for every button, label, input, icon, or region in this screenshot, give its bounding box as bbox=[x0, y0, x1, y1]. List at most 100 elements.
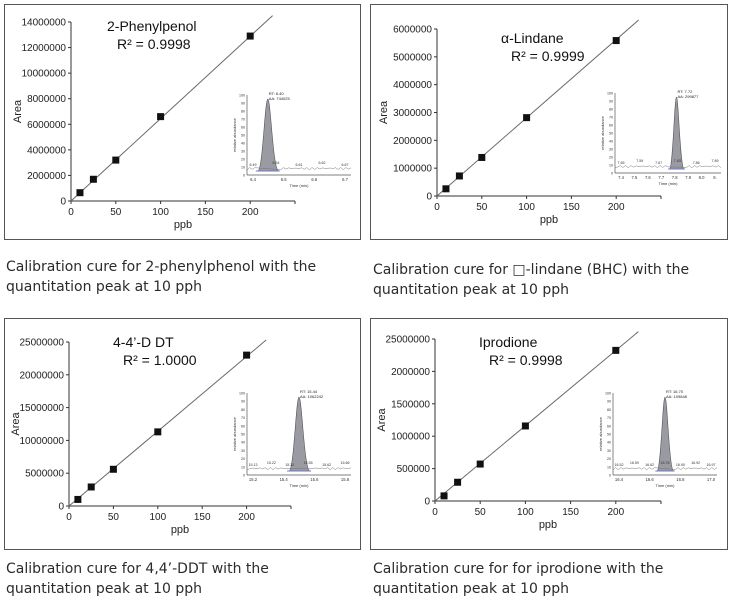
inset-y-tick-label: 60 bbox=[609, 124, 613, 128]
data-point bbox=[87, 483, 95, 491]
inset-y-tick-label: 50 bbox=[241, 433, 245, 437]
caption-line: quantitation peak at 10 pph bbox=[6, 581, 202, 597]
x-tick-label: 50 bbox=[476, 202, 488, 213]
inset-y-tick-label: 40 bbox=[609, 140, 613, 144]
minor-peak-label: 6.49 bbox=[250, 163, 257, 167]
chromatogram-noise-trace bbox=[246, 167, 352, 171]
caption-4-4-ddt: Calibration cure for 4,4’-DDT with the q… bbox=[6, 559, 346, 599]
x-axis-label: ppb bbox=[539, 519, 557, 531]
inset-y-tick-label: 50 bbox=[607, 433, 611, 437]
data-point bbox=[454, 478, 462, 486]
data-point bbox=[523, 114, 531, 122]
inset-y-tick-label: 90 bbox=[609, 100, 613, 104]
inset-y-axis-label: relative abundance bbox=[600, 115, 605, 150]
y-tick-label: 0 bbox=[58, 502, 64, 513]
inset-y-tick-label: 0 bbox=[609, 474, 611, 478]
minor-peak-label: 15.22 bbox=[267, 461, 276, 465]
peak-area-label: AA: 109848 bbox=[666, 394, 688, 399]
x-axis-label: ppb bbox=[540, 214, 558, 226]
inset-y-tick-label: 20 bbox=[607, 457, 611, 461]
inset-x-tick-label: 7.4 bbox=[618, 175, 624, 180]
caption-line: Calibration cure for □-lindane (BHC) wit… bbox=[373, 262, 690, 278]
r-squared-label: R² = 0.9999 bbox=[511, 48, 585, 64]
r-squared-label: R² = 0.9998 bbox=[117, 36, 191, 52]
x-tick-label: 50 bbox=[110, 207, 122, 218]
x-tick-label: 150 bbox=[197, 207, 214, 218]
inset-x-tick-label: 7.7 bbox=[658, 175, 664, 180]
chart-panel-2: 0 1000000 2000000 3000000 4000000 5000000 6000… bbox=[370, 4, 728, 240]
chart-panel-3: 0 5000000 10000000 15000000 20000000 25000000… bbox=[4, 318, 361, 550]
y-tick-label: 1000000 bbox=[393, 164, 432, 175]
minor-peak-label: 15.66 bbox=[341, 461, 350, 465]
x-tick-label: 200 bbox=[238, 512, 255, 523]
inset-x-tick-label: 16.4 bbox=[615, 477, 624, 482]
minor-peak-label: 15.62 bbox=[322, 463, 331, 467]
y-tick-label: 8000000 bbox=[27, 94, 66, 105]
inset-y-tick-label: 50 bbox=[241, 134, 245, 138]
inset-y-tick-label: 80 bbox=[609, 108, 613, 112]
inset-y-tick-label: 30 bbox=[609, 148, 613, 152]
data-point bbox=[455, 172, 463, 180]
inset-y-tick-label: 10 bbox=[241, 465, 245, 469]
y-tick-label: 12000000 bbox=[22, 43, 67, 54]
chromatogram-peak bbox=[656, 396, 675, 472]
y-tick-label: 0 bbox=[426, 192, 432, 203]
x-tick-label: 0 bbox=[434, 202, 440, 213]
x-tick-label: 150 bbox=[194, 512, 211, 523]
minor-peak-label: 16.97 bbox=[707, 463, 716, 467]
inset-y-axis-label: relative abundance bbox=[598, 416, 603, 451]
inset-x-tick-label: 8.0 bbox=[699, 175, 705, 180]
inset-x-tick-label: 8. bbox=[713, 175, 717, 180]
inset-y-tick-label: 80 bbox=[241, 110, 245, 114]
x-tick-label: 0 bbox=[432, 507, 438, 518]
inset-y-tick-label: 90 bbox=[607, 400, 611, 404]
inset-y-tick-label: 70 bbox=[607, 416, 611, 420]
inset-y-tick-label: 90 bbox=[241, 102, 245, 106]
inset-x-tick-label: 15.6 bbox=[310, 477, 319, 482]
y-tick-label: 2000000 bbox=[393, 136, 432, 147]
minor-peak-label: 7.67 bbox=[655, 161, 662, 165]
y-tick-label: 10000000 bbox=[22, 69, 67, 80]
caption-line: Calibration cure for for iprodione with … bbox=[373, 561, 664, 577]
minor-peak-label: 7.83 bbox=[674, 159, 681, 163]
inset-y-tick-label: 0 bbox=[243, 174, 245, 178]
inset-x-tick-label: 16.8 bbox=[676, 477, 685, 482]
chart-panel-1: 0 2000000 4000000 6000000 8000000 10000000 120… bbox=[4, 4, 361, 240]
caption-line: quantitation peak at 10 pph bbox=[373, 282, 569, 298]
inset-y-tick-label: 60 bbox=[241, 126, 245, 130]
chromatogram-noise-trace bbox=[612, 467, 718, 471]
caption-alpha-lindane: Calibration cure for □-lindane (BHC) wit… bbox=[373, 260, 713, 300]
inset-x-tick-label: 15.4 bbox=[280, 477, 289, 482]
inset-y-tick-label: 30 bbox=[241, 150, 245, 154]
inset-y-tick-label: 40 bbox=[241, 142, 245, 146]
data-point bbox=[612, 346, 620, 354]
minor-peak-label: 15.13 bbox=[249, 463, 258, 467]
y-tick-label: 4000000 bbox=[393, 80, 432, 91]
inset-y-tick-label: 70 bbox=[241, 118, 245, 122]
inset-chromatogram: 0 10 20 30 40 50 60 70 80 90 100 15.2 15.4 15.6 15.8 Ti… bbox=[232, 389, 352, 488]
peak-rt-label: RT: 7.72 bbox=[677, 89, 693, 94]
inset-x-axis-label: Time (min) bbox=[659, 181, 679, 186]
minor-peak-label: 15.55 bbox=[304, 461, 313, 465]
data-point bbox=[521, 422, 529, 430]
inset-y-tick-label: 100 bbox=[239, 392, 245, 396]
y-tick-label: 6000000 bbox=[27, 120, 66, 131]
chart-panel-4: 0 500000 1000000 1500000 2000000 25000000 0 50 1… bbox=[370, 318, 728, 550]
y-tick-label: 3000000 bbox=[393, 108, 432, 119]
data-point bbox=[157, 113, 165, 121]
inset-x-tick-label: 6.4 bbox=[250, 177, 256, 182]
minor-peak-label: 16.92 bbox=[691, 461, 700, 465]
data-point bbox=[89, 175, 97, 183]
minor-peak-label: 15.32 bbox=[285, 463, 294, 467]
inset-x-tick-label: 6.5 bbox=[281, 177, 287, 182]
caption-iprodione: Calibration cure for for iprodione with … bbox=[373, 559, 713, 599]
inset-x-tick-label: 7.9 bbox=[685, 175, 691, 180]
inset-y-axis-label: relative abundance bbox=[232, 416, 237, 451]
caption-line: Calibration cure for 2-phenylphenol with… bbox=[6, 259, 317, 275]
x-tick-label: 100 bbox=[152, 207, 169, 218]
y-axis-label: Area bbox=[12, 99, 24, 123]
inset-y-tick-label: 40 bbox=[607, 441, 611, 445]
x-tick-label: 200 bbox=[607, 507, 624, 518]
x-tick-label: 100 bbox=[518, 202, 535, 213]
inset-y-tick-label: 20 bbox=[609, 156, 613, 160]
